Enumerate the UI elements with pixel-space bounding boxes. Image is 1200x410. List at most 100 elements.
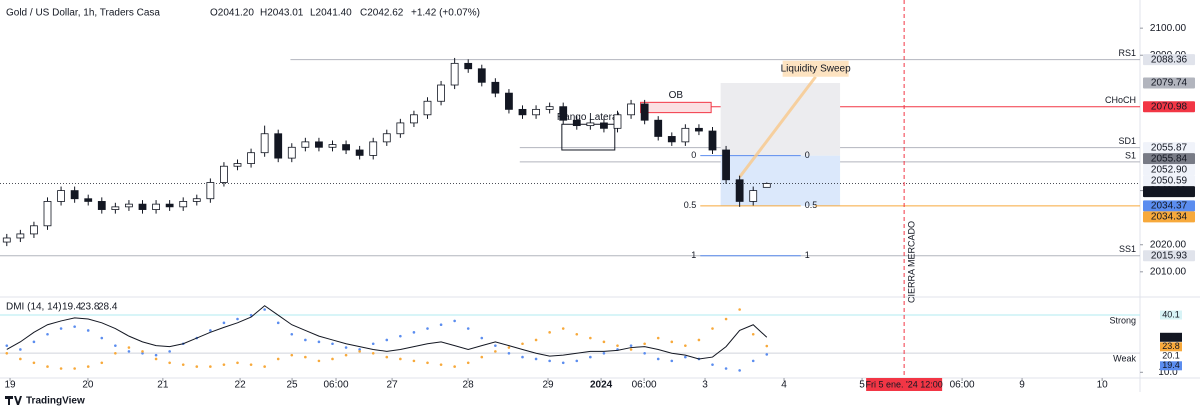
di-dot: [507, 351, 511, 355]
x-tick-label: 3: [702, 380, 708, 391]
candle-body: [437, 84, 445, 102]
ohlc-change: +1.42 (+0.07%): [411, 8, 480, 19]
di-dot: [154, 357, 158, 361]
di-dot: [724, 367, 728, 370]
fib-label: 0.5: [684, 200, 697, 210]
candle-body: [2, 237, 11, 243]
candle-body: [410, 114, 418, 124]
di-dot: [521, 355, 524, 359]
di-dot: [711, 363, 714, 366]
candle-body: [206, 182, 215, 200]
di-dot: [141, 350, 144, 353]
y-tick-label: 2020.00: [1150, 239, 1187, 250]
di-dot: [724, 317, 728, 321]
candle-body: [328, 144, 337, 148]
candle-body: [654, 119, 663, 137]
candle-body: [138, 203, 147, 210]
candle-body: [43, 201, 52, 227]
level-name: SD1: [1118, 136, 1136, 146]
price-label: 2055.84: [1151, 153, 1188, 164]
di-dot: [453, 319, 456, 323]
level-name: S1: [1125, 150, 1136, 160]
di-dot: [114, 351, 117, 355]
candle-body: [152, 203, 160, 210]
di-dot: [738, 369, 741, 372]
di-dot: [738, 308, 741, 311]
price-label-box: [1143, 153, 1195, 165]
di-dot: [534, 338, 538, 342]
callout-box: [782, 60, 849, 77]
di-dot: [358, 348, 361, 351]
di-dot: [575, 332, 579, 336]
candle-body: [735, 179, 744, 202]
x-tick-label: 2024: [590, 380, 613, 391]
di-dot: [141, 351, 144, 355]
x-tick-label: 5: [859, 380, 865, 391]
price-label: 2088.36: [1151, 54, 1188, 65]
di-dot: [399, 334, 402, 338]
price-label-box: [1143, 250, 1195, 262]
cursor-label-box: [866, 378, 943, 391]
di-dot: [765, 353, 769, 356]
fib-label: 0.5: [805, 200, 818, 210]
di-dot: [684, 355, 687, 359]
candle-body: [111, 206, 120, 210]
di-dot: [290, 332, 294, 336]
di-dot: [751, 332, 755, 336]
di-dot: [480, 336, 484, 340]
di-dot: [589, 336, 592, 340]
candle-body: [627, 103, 635, 116]
x-tick-label: 29: [542, 380, 554, 391]
di-dot: [209, 365, 212, 368]
di-dot: [195, 365, 199, 368]
candle-body: [586, 122, 595, 127]
cursor-label: Fri 5 ene. '24 12:00: [865, 379, 942, 389]
logo: [5, 396, 22, 405]
candle-body: [450, 62, 459, 86]
drawing-box: [720, 83, 841, 156]
candle-body: [640, 103, 649, 121]
candle-body: [220, 165, 228, 183]
di-dot: [466, 361, 470, 365]
di-dot: [19, 357, 22, 361]
price-label: 2079.74: [1151, 78, 1188, 89]
adx-line: [6, 305, 768, 360]
candle-body: [600, 122, 608, 129]
di-dot: [19, 348, 22, 351]
box-label: OB: [669, 90, 684, 101]
di-dot: [589, 355, 592, 359]
di-dot: [534, 357, 538, 361]
candle-body: [192, 198, 201, 202]
di-dot: [168, 361, 171, 365]
candle-body: [287, 146, 296, 159]
di-dot: [426, 327, 429, 330]
candle-body: [84, 198, 93, 202]
candle-body: [97, 201, 106, 210]
di-dot: [222, 321, 226, 325]
candle-body: [681, 127, 690, 143]
di-dot: [5, 344, 9, 347]
di-dot: [548, 359, 551, 363]
indicator-axis-box: [1160, 361, 1182, 371]
candle-body: [315, 141, 323, 148]
candle-body: [749, 190, 758, 202]
di-dot: [711, 327, 714, 330]
di-dot: [276, 357, 280, 361]
candle-body: [233, 163, 242, 167]
candle-body: [613, 114, 622, 129]
price-label-box: [1143, 77, 1195, 89]
di-dot: [236, 361, 239, 365]
di-dot: [236, 317, 239, 321]
candle-body: [572, 119, 581, 127]
candle-body: [559, 106, 568, 121]
di-dot: [86, 329, 90, 332]
di-dot: [73, 325, 76, 328]
di-dot: [127, 350, 131, 353]
ohlc-high: H2043.01: [260, 8, 304, 19]
candle-body: [355, 149, 364, 156]
di-dot: [494, 350, 497, 353]
candle-body: [532, 108, 540, 116]
x-tick-label: 28: [463, 380, 475, 391]
candle-body: [477, 68, 486, 83]
